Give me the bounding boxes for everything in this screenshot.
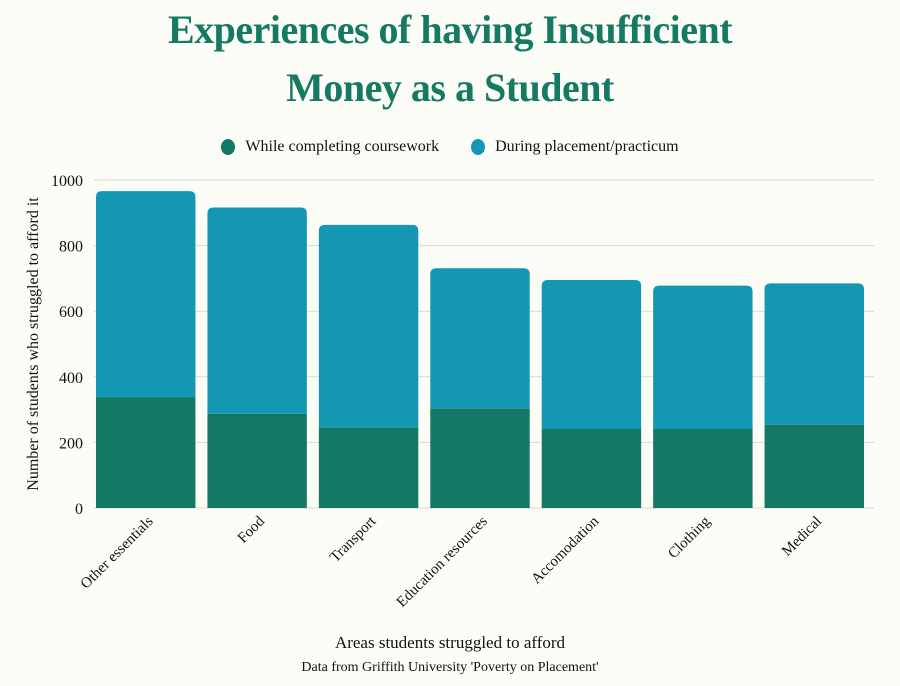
legend-swatch-coursework: [221, 139, 236, 155]
legend-swatch-placement: [471, 139, 486, 155]
x-tick-label: Other essentials: [78, 513, 157, 592]
bar-coursework: [430, 408, 530, 508]
bar-placement: [96, 191, 196, 398]
source-note: Data from Griffith University 'Poverty o…: [301, 660, 599, 675]
bar-coursework: [96, 397, 196, 508]
bar-placement: [764, 283, 864, 425]
x-tick-label: Transport: [327, 513, 380, 566]
bar-coursework: [653, 428, 753, 508]
x-tick-label: Medical: [779, 514, 825, 560]
chart-title-line-1: Experiences of having Insufficient: [167, 7, 733, 52]
x-axis-label: Areas students struggled to afford: [334, 633, 566, 652]
bar-placement: [653, 285, 753, 429]
y-tick-label: 600: [59, 304, 83, 321]
legend-label-placement: During placement/practicum: [495, 138, 679, 155]
legend: While completing coursework During place…: [0, 138, 900, 156]
legend-label-coursework: While completing coursework: [245, 138, 440, 155]
y-tick-label: 400: [59, 370, 83, 387]
legend-item-coursework: While completing coursework: [221, 138, 439, 156]
legend-item-placement: During placement/practicum: [471, 138, 679, 156]
bar-coursework: [541, 428, 642, 508]
bar-placement: [430, 268, 530, 409]
bar-placement: [207, 207, 307, 414]
y-tick-label: 0: [75, 501, 83, 518]
chart-title-line-2: Money as a Student: [286, 65, 614, 110]
y-tick-label: 800: [59, 239, 83, 256]
bar-placement: [318, 224, 419, 428]
x-tick-label: Accomodation: [528, 513, 602, 587]
bar-coursework: [764, 424, 864, 508]
x-tick-label: Education resources: [394, 513, 491, 610]
bar-placement: [541, 280, 642, 429]
y-axis-label: Number of students who struggled to affo…: [25, 197, 42, 491]
bar-coursework: [207, 413, 307, 508]
bar-coursework: [318, 427, 419, 508]
x-tick-label: Food: [235, 513, 268, 546]
y-tick-label: 200: [59, 435, 83, 452]
y-tick-label: 1000: [51, 173, 83, 190]
x-tick-label: Clothing: [665, 513, 714, 562]
